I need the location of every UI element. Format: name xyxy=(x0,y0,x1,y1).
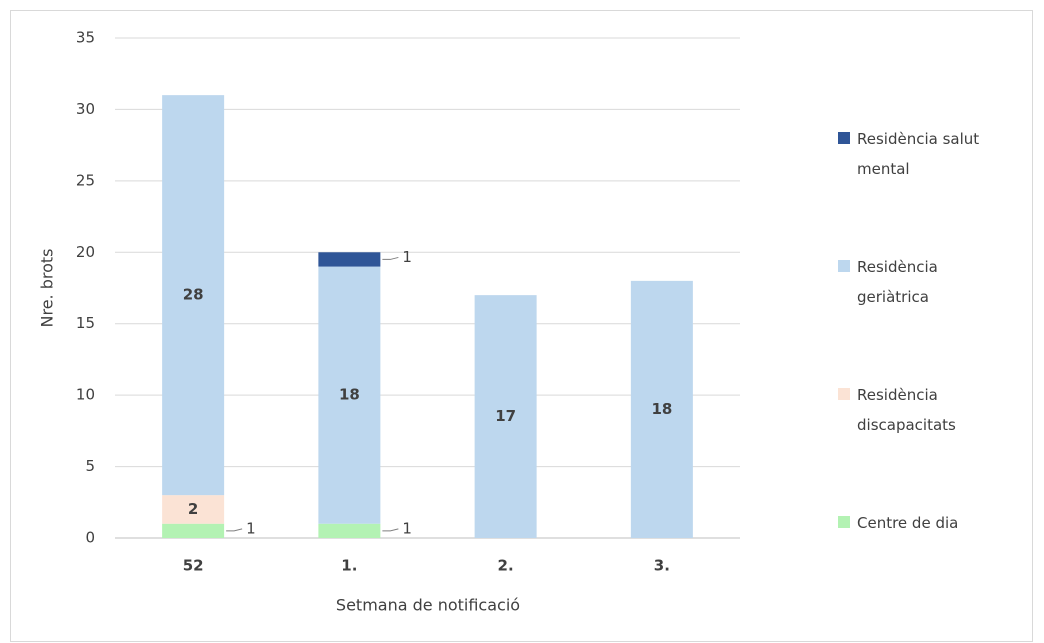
x-tick-label: 52 xyxy=(183,557,204,575)
legend-swatch xyxy=(838,516,850,528)
legend-item: Residència salut mental xyxy=(838,124,998,184)
data-label: 1 xyxy=(402,519,412,537)
data-label: 2 xyxy=(188,500,198,518)
legend-item: Centre de dia xyxy=(838,508,998,538)
data-label: 1 xyxy=(246,519,256,537)
legend-swatch xyxy=(838,388,850,400)
y-tick-label: 35 xyxy=(76,29,95,47)
leader-line xyxy=(382,256,399,260)
data-label: 1 xyxy=(402,248,412,266)
data-label: 18 xyxy=(339,386,360,404)
legend-item: Residència geriàtrica xyxy=(838,252,998,312)
legend-label: Residència salut mental xyxy=(857,130,980,178)
legend-swatch xyxy=(838,132,850,144)
legend-label: Residència geriàtrica xyxy=(857,258,938,306)
y-axis-title: Nre. brots xyxy=(38,249,57,328)
x-tick-label: 3. xyxy=(654,557,670,575)
x-tick-label: 1. xyxy=(341,557,357,575)
data-label: 17 xyxy=(495,407,516,425)
x-axis-title: Setmana de notificació xyxy=(336,596,520,615)
bar-segment xyxy=(162,495,225,524)
y-tick-label: 5 xyxy=(85,457,95,475)
y-tick-label: 0 xyxy=(85,529,95,547)
y-tick-label: 30 xyxy=(76,100,95,118)
leader-line xyxy=(382,528,399,532)
bar-segment xyxy=(318,523,381,538)
bar-segment xyxy=(318,266,381,524)
bar-segment xyxy=(318,252,381,267)
bar-segment xyxy=(474,295,537,538)
chart-border xyxy=(10,10,1033,642)
y-tick-label: 20 xyxy=(76,243,95,261)
data-label: 18 xyxy=(651,400,672,418)
legend-label: Centre de dia xyxy=(857,514,959,532)
bar-segment xyxy=(630,280,693,538)
leader-line xyxy=(226,528,243,532)
data-label: 28 xyxy=(183,286,204,304)
legend-label: Residència discapacitats xyxy=(857,386,956,434)
x-tick-label: 2. xyxy=(498,557,514,575)
y-tick-label: 15 xyxy=(76,314,95,332)
bar-segment xyxy=(162,95,225,496)
legend-swatch xyxy=(838,260,850,272)
legend-item: Residència discapacitats xyxy=(838,380,998,440)
y-tick-label: 10 xyxy=(76,386,95,404)
y-tick-label: 25 xyxy=(76,171,95,189)
bar-segment xyxy=(162,523,225,538)
